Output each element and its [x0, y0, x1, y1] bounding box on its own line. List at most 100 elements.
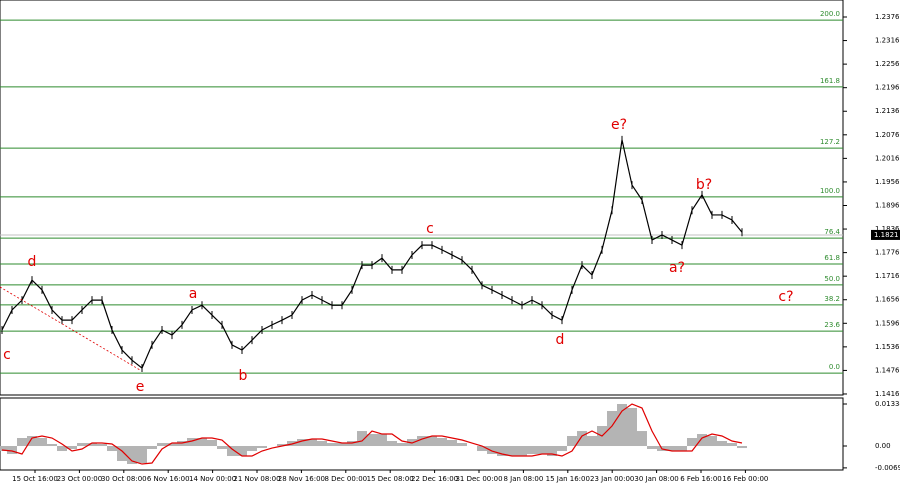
osc-bar: [327, 443, 337, 447]
osc-bar: [247, 446, 257, 452]
osc-bar: [577, 431, 587, 447]
fib-label: 23.6: [824, 321, 840, 329]
x-tick-label: 8 Jan 08:00: [503, 475, 543, 483]
osc-bar: [627, 408, 637, 447]
x-tick-label: 21 Nov 08:00: [233, 475, 280, 483]
osc-bar: [57, 446, 67, 452]
osc-bar: [0, 446, 7, 452]
osc-bar: [507, 446, 517, 457]
osc-bar: [87, 443, 97, 447]
osc-bar: [37, 438, 47, 447]
price-line: [1, 139, 743, 370]
osc-bar: [427, 435, 437, 447]
wave-label: c: [426, 221, 434, 237]
osc-bar: [77, 443, 87, 447]
x-tick-label: 14 Nov 00:00: [189, 475, 236, 483]
osc-bar: [147, 446, 157, 450]
wave-label: d: [28, 254, 37, 270]
y-tick-label: 1.1836: [875, 225, 900, 233]
y-tick-label: 1.1776: [875, 249, 900, 257]
y-tick-label: 1.2256: [875, 60, 900, 68]
osc-bar: [227, 446, 237, 457]
wave-label: b: [239, 368, 248, 384]
osc-bar: [417, 435, 427, 447]
y-tick-label: 1.1956: [875, 178, 900, 186]
osc-bar: [717, 441, 727, 447]
osc-bar: [707, 435, 717, 447]
y-tick-label: 1.1476: [875, 366, 900, 374]
y-tick-label: 1.2316: [875, 37, 900, 45]
osc-bar: [667, 446, 677, 452]
wave-label: a: [189, 286, 198, 302]
last-price-label: 1.1821: [874, 231, 899, 239]
osc-bar: [217, 446, 227, 450]
wave-label: e: [136, 379, 145, 395]
osc-bar: [497, 446, 507, 457]
osc-bar: [697, 434, 707, 447]
osc-bar: [547, 446, 557, 457]
osc-bar: [117, 446, 127, 461]
osc-bar: [727, 443, 737, 447]
x-tick-label: 30 Jan 08:00: [634, 475, 678, 483]
last-price-box: [871, 229, 900, 240]
osc-bar: [567, 435, 577, 447]
x-tick-label: 22 Dec 16:00: [411, 475, 458, 483]
y-tick-label: 1.1656: [875, 296, 900, 304]
wave-label: d: [556, 332, 565, 348]
fib-label: 200.0: [820, 10, 840, 18]
osc-bar: [337, 443, 347, 447]
x-tick-label: 23 Oct 00:00: [57, 475, 103, 483]
osc-bar: [457, 443, 467, 447]
osc-bar: [517, 446, 527, 457]
osc-tick-label: -0.00695: [875, 464, 900, 472]
osc-bar: [297, 439, 307, 447]
osc-bar: [157, 443, 167, 447]
osc-bar: [357, 431, 367, 447]
fib-label: 161.8: [820, 77, 840, 85]
osc-bar: [377, 434, 387, 447]
oscillator-frame: [0, 397, 844, 471]
osc-bar: [237, 446, 247, 457]
fib-label: 50.0: [824, 275, 840, 283]
osc-bar: [737, 446, 747, 449]
y-tick-label: 1.1716: [875, 272, 900, 280]
main-frame: [0, 0, 844, 396]
osc-signal: [1, 403, 743, 465]
osc-bar: [137, 446, 147, 464]
osc-bar: [187, 438, 197, 447]
osc-bar: [647, 446, 657, 450]
osc-bar: [617, 404, 627, 447]
osc-bar: [317, 441, 327, 447]
osc-bar: [17, 438, 27, 447]
osc-tick-label: 0.00: [875, 442, 891, 450]
y-tick-label: 1.2376: [875, 13, 900, 21]
x-tick-label: 15 Jan 16:00: [546, 475, 590, 483]
x-tick-label: 6 Nov 16:00: [147, 475, 190, 483]
fib-label: 76.4: [824, 228, 840, 236]
osc-bar: [587, 435, 597, 447]
fib-label: 127.2: [820, 138, 840, 146]
wave-label: e?: [611, 117, 627, 133]
wave-label: c?: [778, 289, 793, 305]
osc-bar: [487, 446, 497, 455]
osc-bar: [687, 438, 697, 447]
fib-label: 100.0: [820, 187, 840, 195]
trend-line: [0, 286, 141, 371]
osc-bar: [127, 446, 137, 465]
osc-bar: [397, 443, 407, 447]
x-tick-label: 6 Feb 16:00: [680, 475, 721, 483]
x-tick-label: 8 Dec 00:00: [324, 475, 367, 483]
osc-bar: [47, 443, 57, 447]
wave-label: a?: [669, 260, 685, 276]
osc-bar: [197, 438, 207, 447]
x-tick-label: 30 Oct 08:00: [101, 475, 147, 483]
osc-bar: [107, 446, 117, 452]
wave-label: b?: [696, 177, 712, 193]
fib-label: 61.8: [824, 254, 840, 262]
osc-bar: [307, 439, 317, 447]
osc-bar: [677, 446, 687, 452]
osc-bar: [527, 446, 537, 455]
x-tick-label: 15 Dec 08:00: [367, 475, 414, 483]
osc-bar: [437, 438, 447, 447]
